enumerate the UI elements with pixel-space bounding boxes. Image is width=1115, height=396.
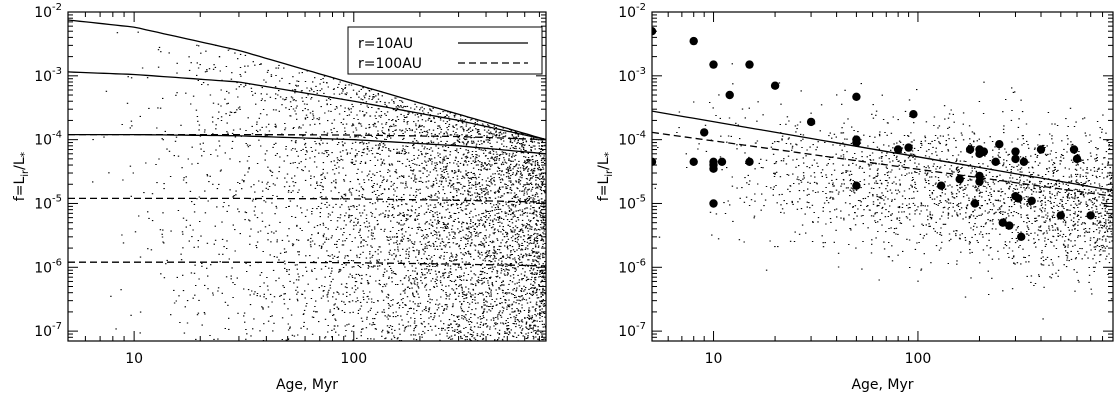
x-axis-ticks [67,12,540,341]
observed-point [965,145,975,154]
y-tick-label: 10-4 [34,130,62,149]
legend-label: r=100AU [358,56,422,72]
observed-point [1019,157,1029,166]
model-lines [652,110,1113,197]
observed-point [893,145,903,154]
observed-point [937,181,946,190]
y-axis-label: f=Lir/L* [596,151,615,201]
legend-box [347,26,543,75]
y-tick-label: 10-5 [618,193,646,212]
y-tick-label: 10-7 [618,321,646,340]
observed-point [1056,211,1066,220]
observed-point [709,60,718,69]
scatter-points [92,31,546,341]
solid-line-1 [68,71,546,141]
observed-point [909,110,918,119]
observed-point [1011,147,1020,156]
observed-point [1027,196,1036,205]
observed-point [1036,145,1046,154]
x-tick-label: 10 [705,351,723,367]
y-tick-label: 10-5 [34,193,62,212]
observed-point [1017,232,1026,241]
observed-point [970,199,980,208]
y-tick-label: 10-2 [618,2,646,21]
solid-line-0 [652,110,1113,192]
observed-point [725,90,734,100]
observed-point [955,175,964,184]
y-tick-label: 10-3 [618,66,646,85]
dashed-line-1 [652,131,1113,197]
plot-frame [651,11,1114,342]
x-axis-label: Age, Myr [851,377,913,393]
observed-points [652,27,1095,241]
observed-point [995,140,1004,149]
observed-point [770,81,780,90]
dashed-line-3 [68,133,546,141]
y-axis-ticks [652,11,1113,342]
observed-point [1011,154,1020,164]
plot-frame [67,11,547,342]
observed-point [1005,221,1014,230]
y-tick-label: 10-3 [34,66,62,85]
x-tick-label: 100 [340,351,367,367]
observed-point [975,177,984,186]
observed-point [652,157,657,166]
observed-point [717,157,727,166]
right-panel: 10 100 10-7 10-6 10-5 10-4 10-3 10-2 Age, Myr f=L… [596,2,1114,393]
x-tick-label: 10 [125,351,143,367]
x-axis-ticks [651,12,1114,341]
observed-point [689,36,698,46]
observed-point [852,138,861,147]
model-lines [68,19,546,267]
observed-point [709,164,718,173]
observed-point [700,128,709,137]
observed-point [1069,145,1079,154]
y-tick-label: 10-2 [34,2,62,21]
legend: r=10AU r=100AU [347,26,543,75]
x-axis-label: Age, Myr [276,377,338,393]
y-axis-label: f=Lir/L* [12,151,31,201]
dashed-line-4 [68,197,546,203]
observed-point [1014,194,1023,203]
y-axis-ticks [68,11,546,342]
scatter-cloud [654,63,1113,320]
y-tick-label: 10-4 [618,130,646,149]
observed-point [745,157,754,166]
x-tick-label: 100 [905,351,932,367]
observed-point [991,157,1000,166]
solid-line-0 [68,19,546,141]
left-panel: 10 100 10-7 10-6 10-5 10-4 10-3 10-2 Age, Myr f=L… [12,2,547,393]
observed-point [852,92,861,102]
scatter-points [654,63,1113,320]
legend-label: r=10AU [358,36,413,52]
y-tick-label: 10-7 [34,321,62,340]
y-tick-label: 10-6 [34,257,62,276]
scatter-cloud [92,31,546,341]
dashed-line-5 [68,261,546,267]
observed-point [1086,211,1095,220]
y-tick-label: 10-6 [618,257,646,276]
observed-point [852,181,861,190]
observed-point [689,157,698,166]
observed-point [1072,154,1082,164]
observed-point [745,60,754,69]
observed-point [806,117,816,127]
observed-point [979,147,988,156]
observed-point [904,143,913,152]
observed-point [998,218,1007,227]
observed-point [709,199,718,208]
